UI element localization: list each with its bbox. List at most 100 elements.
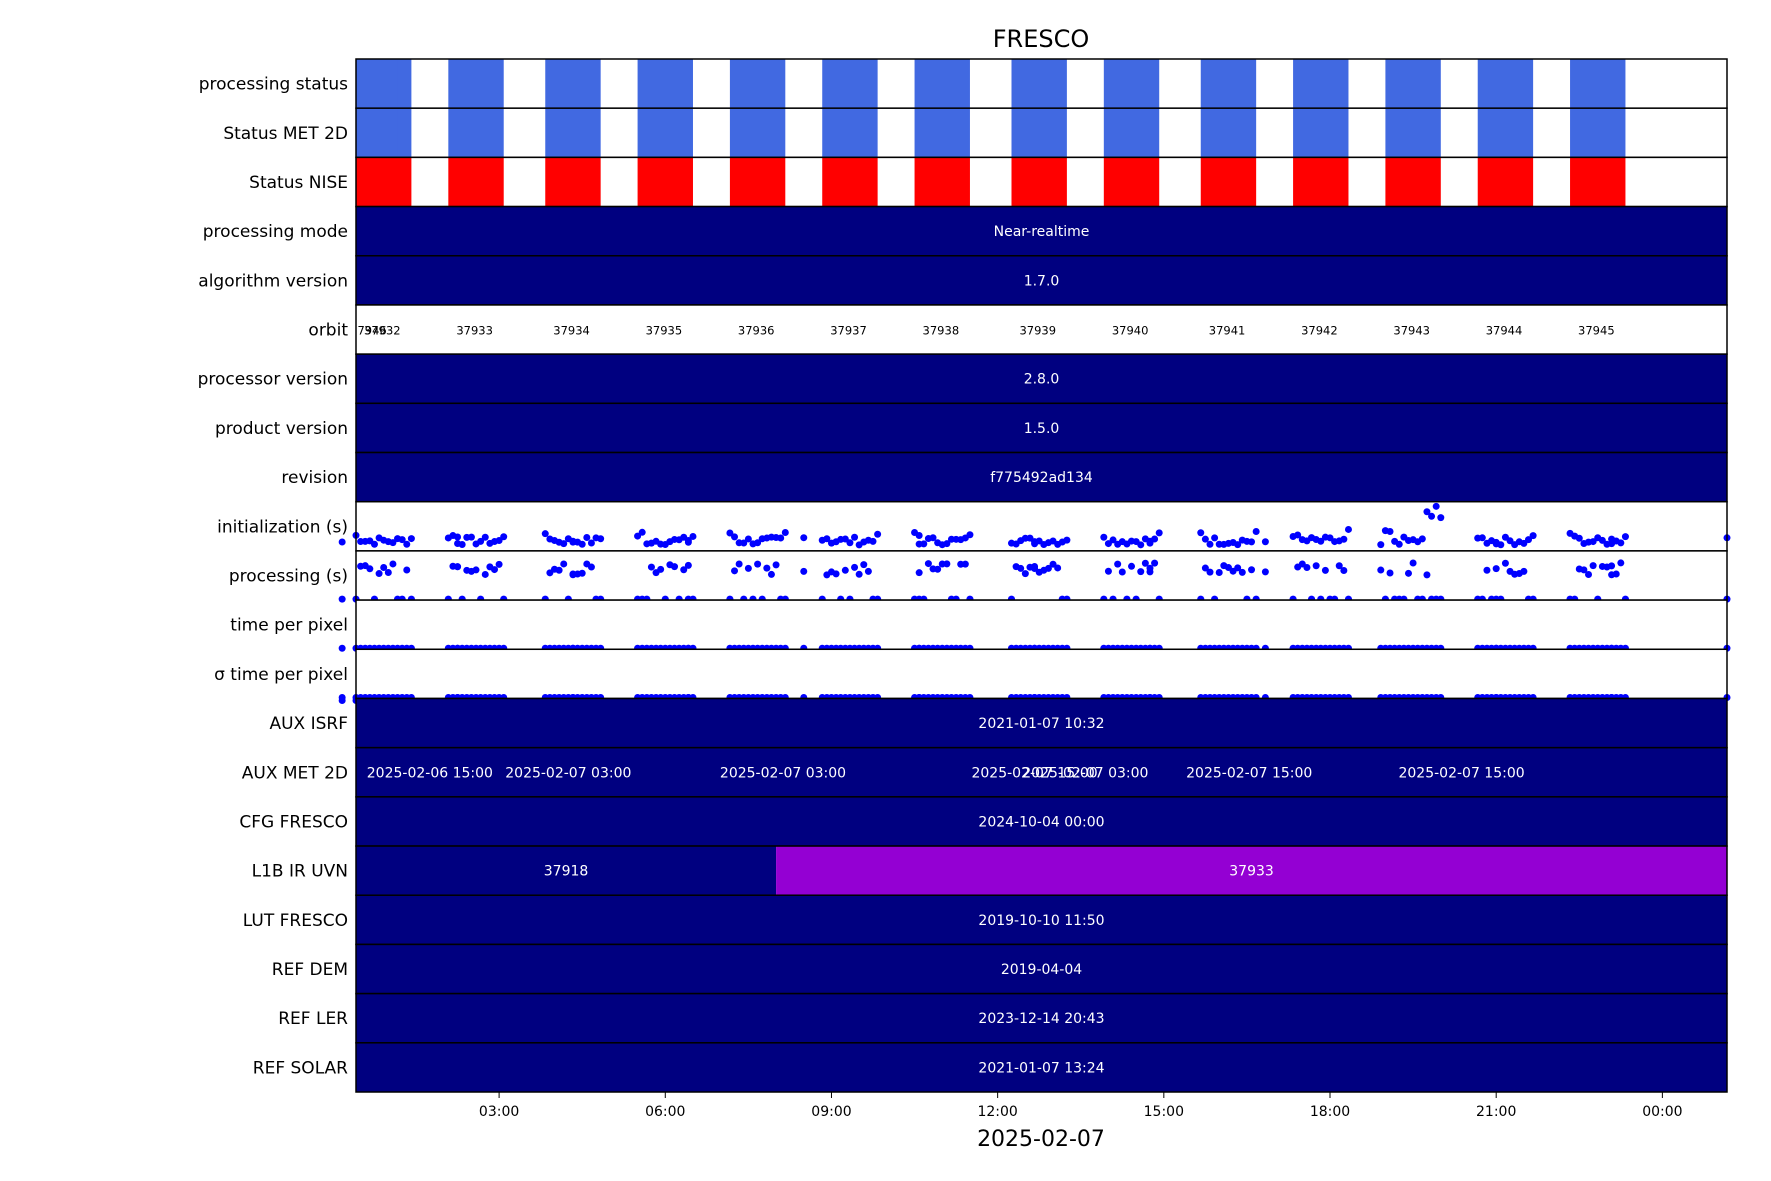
orbit-label: 37939 bbox=[1019, 324, 1056, 338]
data-point bbox=[966, 531, 974, 539]
data-point bbox=[1621, 533, 1629, 541]
data-point bbox=[1492, 565, 1500, 573]
x-tick-label: 03:00 bbox=[479, 1104, 519, 1120]
data-point bbox=[1377, 566, 1385, 574]
data-point bbox=[1146, 539, 1154, 547]
data-point bbox=[841, 535, 849, 543]
data-point bbox=[1585, 571, 1593, 579]
data-point bbox=[1234, 564, 1242, 572]
status-block bbox=[545, 157, 601, 207]
x-tick-label: 09:00 bbox=[811, 1104, 851, 1120]
data-point bbox=[1238, 568, 1246, 576]
data-point bbox=[366, 565, 374, 573]
value-label: 2019-10-10 11:50 bbox=[978, 913, 1104, 929]
data-point bbox=[874, 530, 882, 538]
data-point bbox=[454, 563, 462, 571]
data-point bbox=[1104, 567, 1112, 575]
status-block bbox=[1293, 59, 1349, 109]
row-plot: Near-realtime bbox=[356, 206, 1727, 256]
x-tick-label: 06:00 bbox=[645, 1104, 685, 1120]
value-label: 2023-12-14 20:43 bbox=[978, 1011, 1104, 1027]
data-point bbox=[370, 540, 378, 548]
data-point bbox=[1114, 560, 1122, 568]
data-point bbox=[467, 533, 475, 541]
orbit-label: 37934 bbox=[553, 324, 590, 338]
value-label: Near-realtime bbox=[994, 224, 1090, 240]
row-aux-met-2d: AUX MET 2D 2025-02-06 15:00 2025-02-07 03:… bbox=[242, 746, 1728, 798]
row-label: REF LER bbox=[278, 1009, 348, 1029]
data-point bbox=[1317, 537, 1325, 545]
data-point bbox=[1054, 564, 1062, 572]
status-block bbox=[822, 157, 878, 207]
row-label: orbit bbox=[308, 321, 348, 341]
data-point bbox=[1151, 535, 1159, 543]
data-point bbox=[726, 529, 734, 537]
data-point bbox=[338, 538, 346, 546]
row-processing-status: processing status bbox=[199, 58, 1728, 109]
status-block bbox=[822, 59, 878, 109]
data-point bbox=[1423, 571, 1431, 579]
data-point bbox=[735, 560, 743, 568]
data-point bbox=[763, 564, 771, 572]
data-point bbox=[1340, 535, 1348, 543]
data-point bbox=[772, 561, 780, 569]
data-point bbox=[1137, 541, 1145, 549]
orbit-label: 37946 bbox=[350, 324, 387, 338]
value-bar bbox=[356, 1042, 1727, 1092]
data-point bbox=[915, 532, 923, 540]
row-ref-solar: REF SOLAR 2021-01-07 13:24 bbox=[253, 1042, 1728, 1093]
data-point bbox=[943, 560, 951, 568]
segment-bar bbox=[776, 846, 1727, 896]
row-plot: 2019-04-04 bbox=[356, 944, 1727, 994]
data-point bbox=[1608, 562, 1616, 570]
status-block bbox=[1200, 59, 1257, 109]
data-point bbox=[490, 566, 498, 574]
value-bar bbox=[356, 255, 1727, 305]
status-block bbox=[1570, 108, 1626, 158]
status-block bbox=[1200, 108, 1257, 158]
row-product-version: product version 1.5.0 bbox=[215, 402, 1728, 454]
data-point bbox=[638, 528, 646, 536]
row-frame bbox=[355, 1042, 1728, 1093]
data-point bbox=[915, 569, 923, 577]
data-point bbox=[1146, 568, 1154, 576]
data-point bbox=[569, 537, 577, 545]
data-point bbox=[1478, 534, 1486, 542]
data-point bbox=[389, 560, 397, 568]
data-point bbox=[407, 535, 415, 543]
data-point bbox=[1137, 568, 1145, 576]
status-block bbox=[1477, 59, 1534, 109]
data-point bbox=[1520, 539, 1528, 547]
data-point bbox=[1261, 568, 1269, 576]
data-point bbox=[1248, 538, 1256, 546]
data-point bbox=[1109, 536, 1117, 544]
status-block bbox=[637, 108, 693, 158]
data-point bbox=[560, 560, 568, 568]
status-block bbox=[1293, 157, 1349, 207]
row-label: AUX MET 2D bbox=[242, 763, 348, 783]
data-point bbox=[500, 533, 508, 541]
data-point bbox=[1580, 566, 1588, 574]
data-point bbox=[864, 567, 872, 575]
status-block bbox=[729, 108, 786, 158]
data-point bbox=[1492, 540, 1500, 548]
row-label: initialization (s) bbox=[217, 517, 348, 537]
data-point bbox=[846, 539, 854, 547]
row-label: processing status bbox=[199, 75, 348, 95]
data-point bbox=[1021, 570, 1029, 578]
row-background bbox=[356, 304, 1727, 355]
data-point bbox=[1525, 536, 1533, 544]
data-point bbox=[495, 537, 503, 545]
orbit-label: 37940 bbox=[1112, 324, 1149, 338]
row-aux-isrf: AUX ISRF 2021-01-07 10:32 bbox=[269, 697, 1728, 749]
row-cfg-fresco: CFG FRESCO 2024-10-04 00:00 bbox=[239, 796, 1728, 847]
data-point bbox=[754, 560, 762, 568]
row-label: REF DEM bbox=[272, 960, 348, 980]
status-block bbox=[1385, 157, 1441, 207]
row-plot bbox=[356, 600, 1727, 650]
status-block bbox=[356, 108, 398, 158]
data-point bbox=[555, 566, 563, 574]
status-block bbox=[1477, 157, 1534, 207]
status-block bbox=[448, 108, 504, 158]
